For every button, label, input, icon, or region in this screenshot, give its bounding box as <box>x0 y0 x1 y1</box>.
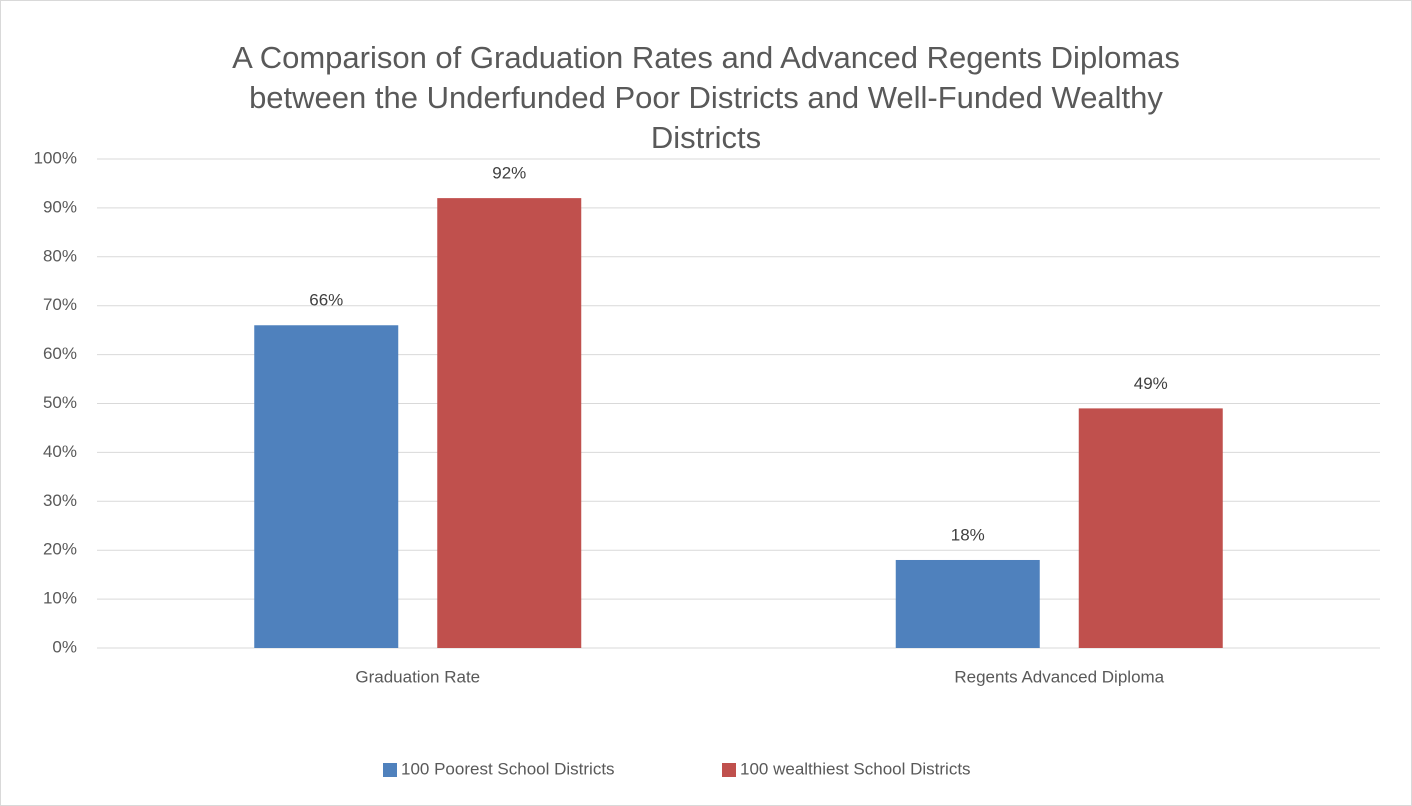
bar <box>437 198 582 648</box>
y-tick-label: 30% <box>43 491 77 510</box>
y-tick-label: 50% <box>43 393 77 412</box>
y-tick-label: 0% <box>52 637 77 656</box>
y-tick-label: 60% <box>43 344 77 363</box>
y-tick-label: 90% <box>43 197 77 216</box>
data-label: 18% <box>951 525 985 544</box>
data-label: 92% <box>492 164 526 183</box>
y-tick-label: 100% <box>34 148 77 167</box>
bar <box>1078 408 1223 648</box>
y-tick-label: 20% <box>43 540 77 559</box>
chart-title: A Comparison of Graduation Rates and Adv… <box>232 40 1180 155</box>
x-tick-label: Graduation Rate <box>355 667 480 686</box>
legend-swatch <box>722 763 736 777</box>
legend-swatch <box>383 763 397 777</box>
bar <box>254 325 399 648</box>
y-tick-label: 10% <box>43 589 77 608</box>
x-tick-label: Regents Advanced Diploma <box>954 667 1164 686</box>
data-label: 66% <box>309 291 343 310</box>
data-label: 49% <box>1134 374 1168 393</box>
legend-label: 100 wealthiest School Districts <box>740 759 971 778</box>
bar <box>895 559 1040 648</box>
legend-label: 100 Poorest School Districts <box>401 759 615 778</box>
y-tick-label: 70% <box>43 295 77 314</box>
y-tick-label: 80% <box>43 246 77 265</box>
y-tick-label: 40% <box>43 442 77 461</box>
